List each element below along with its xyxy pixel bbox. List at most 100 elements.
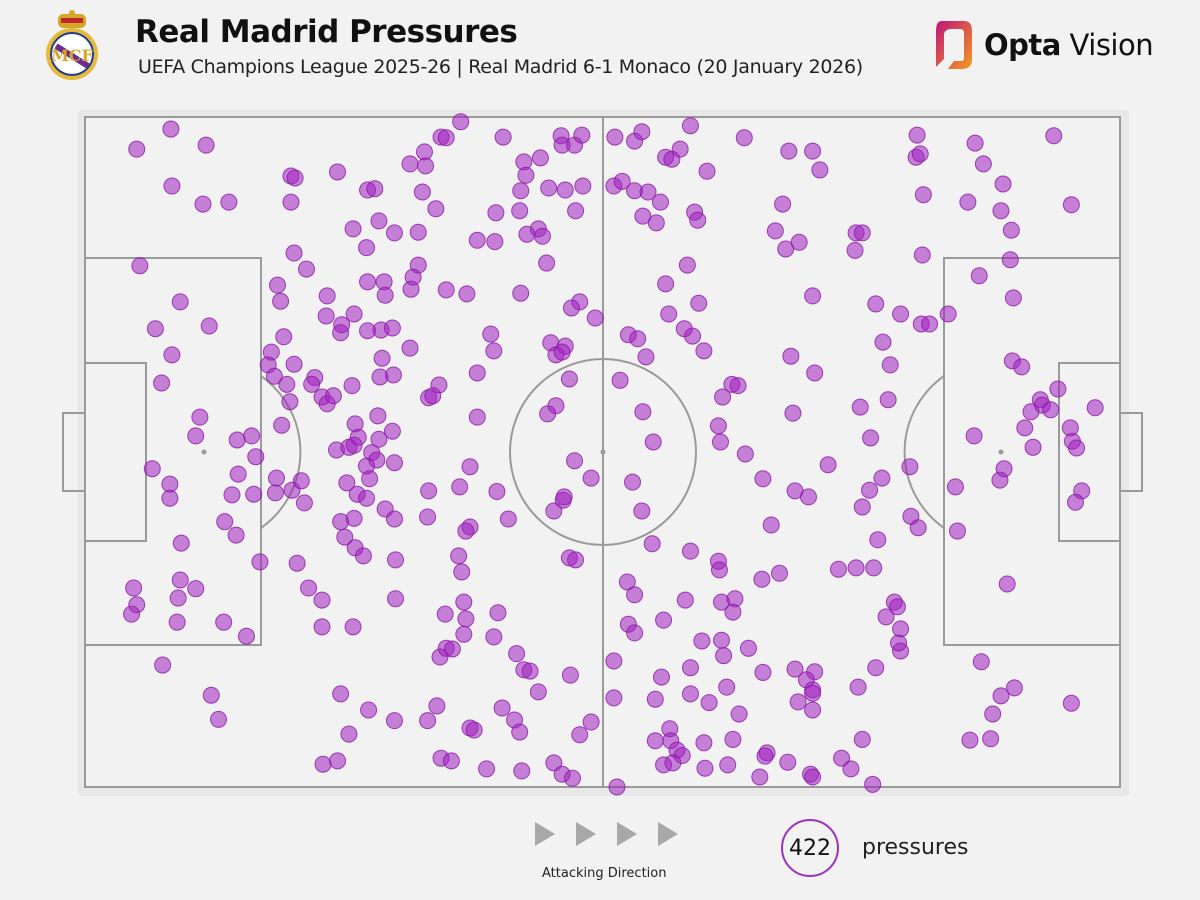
pressure-point (618, 573, 636, 591)
pressure-point (545, 754, 563, 772)
opta-logo-icon (936, 21, 972, 69)
pressure-point (332, 685, 350, 703)
pressure-point (272, 292, 290, 310)
pressure-point (770, 564, 788, 582)
arrow-right-icon (535, 822, 555, 846)
pressure-point (888, 598, 906, 616)
pressure-point (172, 534, 190, 552)
pressure-point (146, 320, 164, 338)
pressure-point (719, 756, 737, 774)
pressure-point (171, 293, 189, 311)
pressure-point (582, 469, 600, 487)
pressure-point (829, 560, 847, 578)
pressure-point (427, 200, 445, 218)
pressure-point (499, 510, 517, 528)
pressure-point (756, 747, 774, 765)
pressure-point (646, 732, 664, 750)
pressure-point (574, 177, 592, 195)
pressure-point (853, 498, 871, 516)
pressure-point (562, 299, 580, 317)
pressure-point (1016, 419, 1034, 437)
arrow-right-icon (658, 822, 678, 846)
svg-text:MCF: MCF (51, 46, 93, 65)
pressure-point (786, 660, 804, 678)
pressure-point (345, 509, 363, 527)
pressure-point (865, 559, 883, 577)
pressure-point (468, 408, 486, 426)
pressure-point (533, 227, 551, 245)
pressure-point (730, 705, 748, 723)
pressure-point (420, 482, 438, 500)
pressure-point (340, 725, 358, 743)
pressure-point (343, 377, 361, 395)
pressure-point (370, 212, 388, 230)
pressure-point (486, 233, 504, 251)
pressure-point (370, 430, 388, 448)
pressure-point (512, 284, 530, 302)
pressure-point (1049, 380, 1067, 398)
pressure-point (811, 161, 829, 179)
pressure-point (161, 489, 179, 507)
pressure-point (806, 364, 824, 382)
pressure-point (1005, 679, 1023, 697)
pressure-point (540, 179, 558, 197)
pressure-point (613, 172, 631, 190)
pressure-point (890, 634, 908, 652)
pressure-point (336, 528, 354, 546)
attacking-direction-arrows (533, 820, 680, 848)
pressure-point (611, 371, 629, 389)
pressure-point (877, 608, 895, 626)
pressure-point (867, 295, 885, 313)
pressure-point (724, 730, 742, 748)
pressure-point (892, 620, 910, 638)
pressure-point (332, 324, 350, 342)
pressure-point (468, 364, 486, 382)
pressure-point (329, 752, 347, 770)
pressure-point (413, 183, 431, 201)
pressure-point (847, 559, 865, 577)
pressure-point (561, 666, 579, 684)
pressure-point (671, 140, 689, 158)
pressure-point (715, 647, 733, 665)
pressure-point (914, 186, 932, 204)
pressure-point (862, 429, 880, 447)
opta-brand-light: Vision (1060, 28, 1154, 62)
pressure-point (874, 333, 892, 351)
pressure-point (1062, 196, 1080, 214)
pressure-point (162, 120, 180, 138)
pressure-point (966, 134, 984, 152)
pressure-point (402, 280, 420, 298)
pressure-point (949, 522, 967, 540)
pressure-point (197, 136, 215, 154)
page-subtitle: UEFA Champions League 2025-26 | Real Mad… (138, 56, 863, 78)
pressure-point (1001, 251, 1019, 269)
pressure-point (457, 610, 475, 628)
pressure-point (567, 202, 585, 220)
pressure-point (512, 182, 530, 200)
pressure-point (754, 470, 772, 488)
pressure-point (485, 628, 503, 646)
pressure-point (385, 510, 403, 528)
pressure-point (881, 356, 899, 374)
right-penalty-arc (903, 375, 945, 529)
pressure-point (606, 128, 624, 146)
opta-brand-strong: Opta (984, 28, 1061, 62)
pressure-point (851, 398, 869, 416)
pressure-point (521, 662, 539, 680)
pressure-point (735, 129, 753, 147)
pressure-point (545, 502, 563, 520)
pressure-point (696, 759, 714, 777)
pressure-point (531, 149, 549, 167)
pressure-point (266, 484, 284, 502)
pressure-point (202, 686, 220, 704)
pressure-point (450, 547, 468, 565)
arrow-right-icon (576, 822, 596, 846)
pressure-point (247, 448, 265, 466)
pressure-point (660, 305, 678, 323)
pressure-point (901, 458, 919, 476)
pressure-point (819, 456, 837, 474)
pressure-point (586, 309, 604, 327)
pressure-point (911, 145, 929, 163)
pressure-point (278, 375, 296, 393)
